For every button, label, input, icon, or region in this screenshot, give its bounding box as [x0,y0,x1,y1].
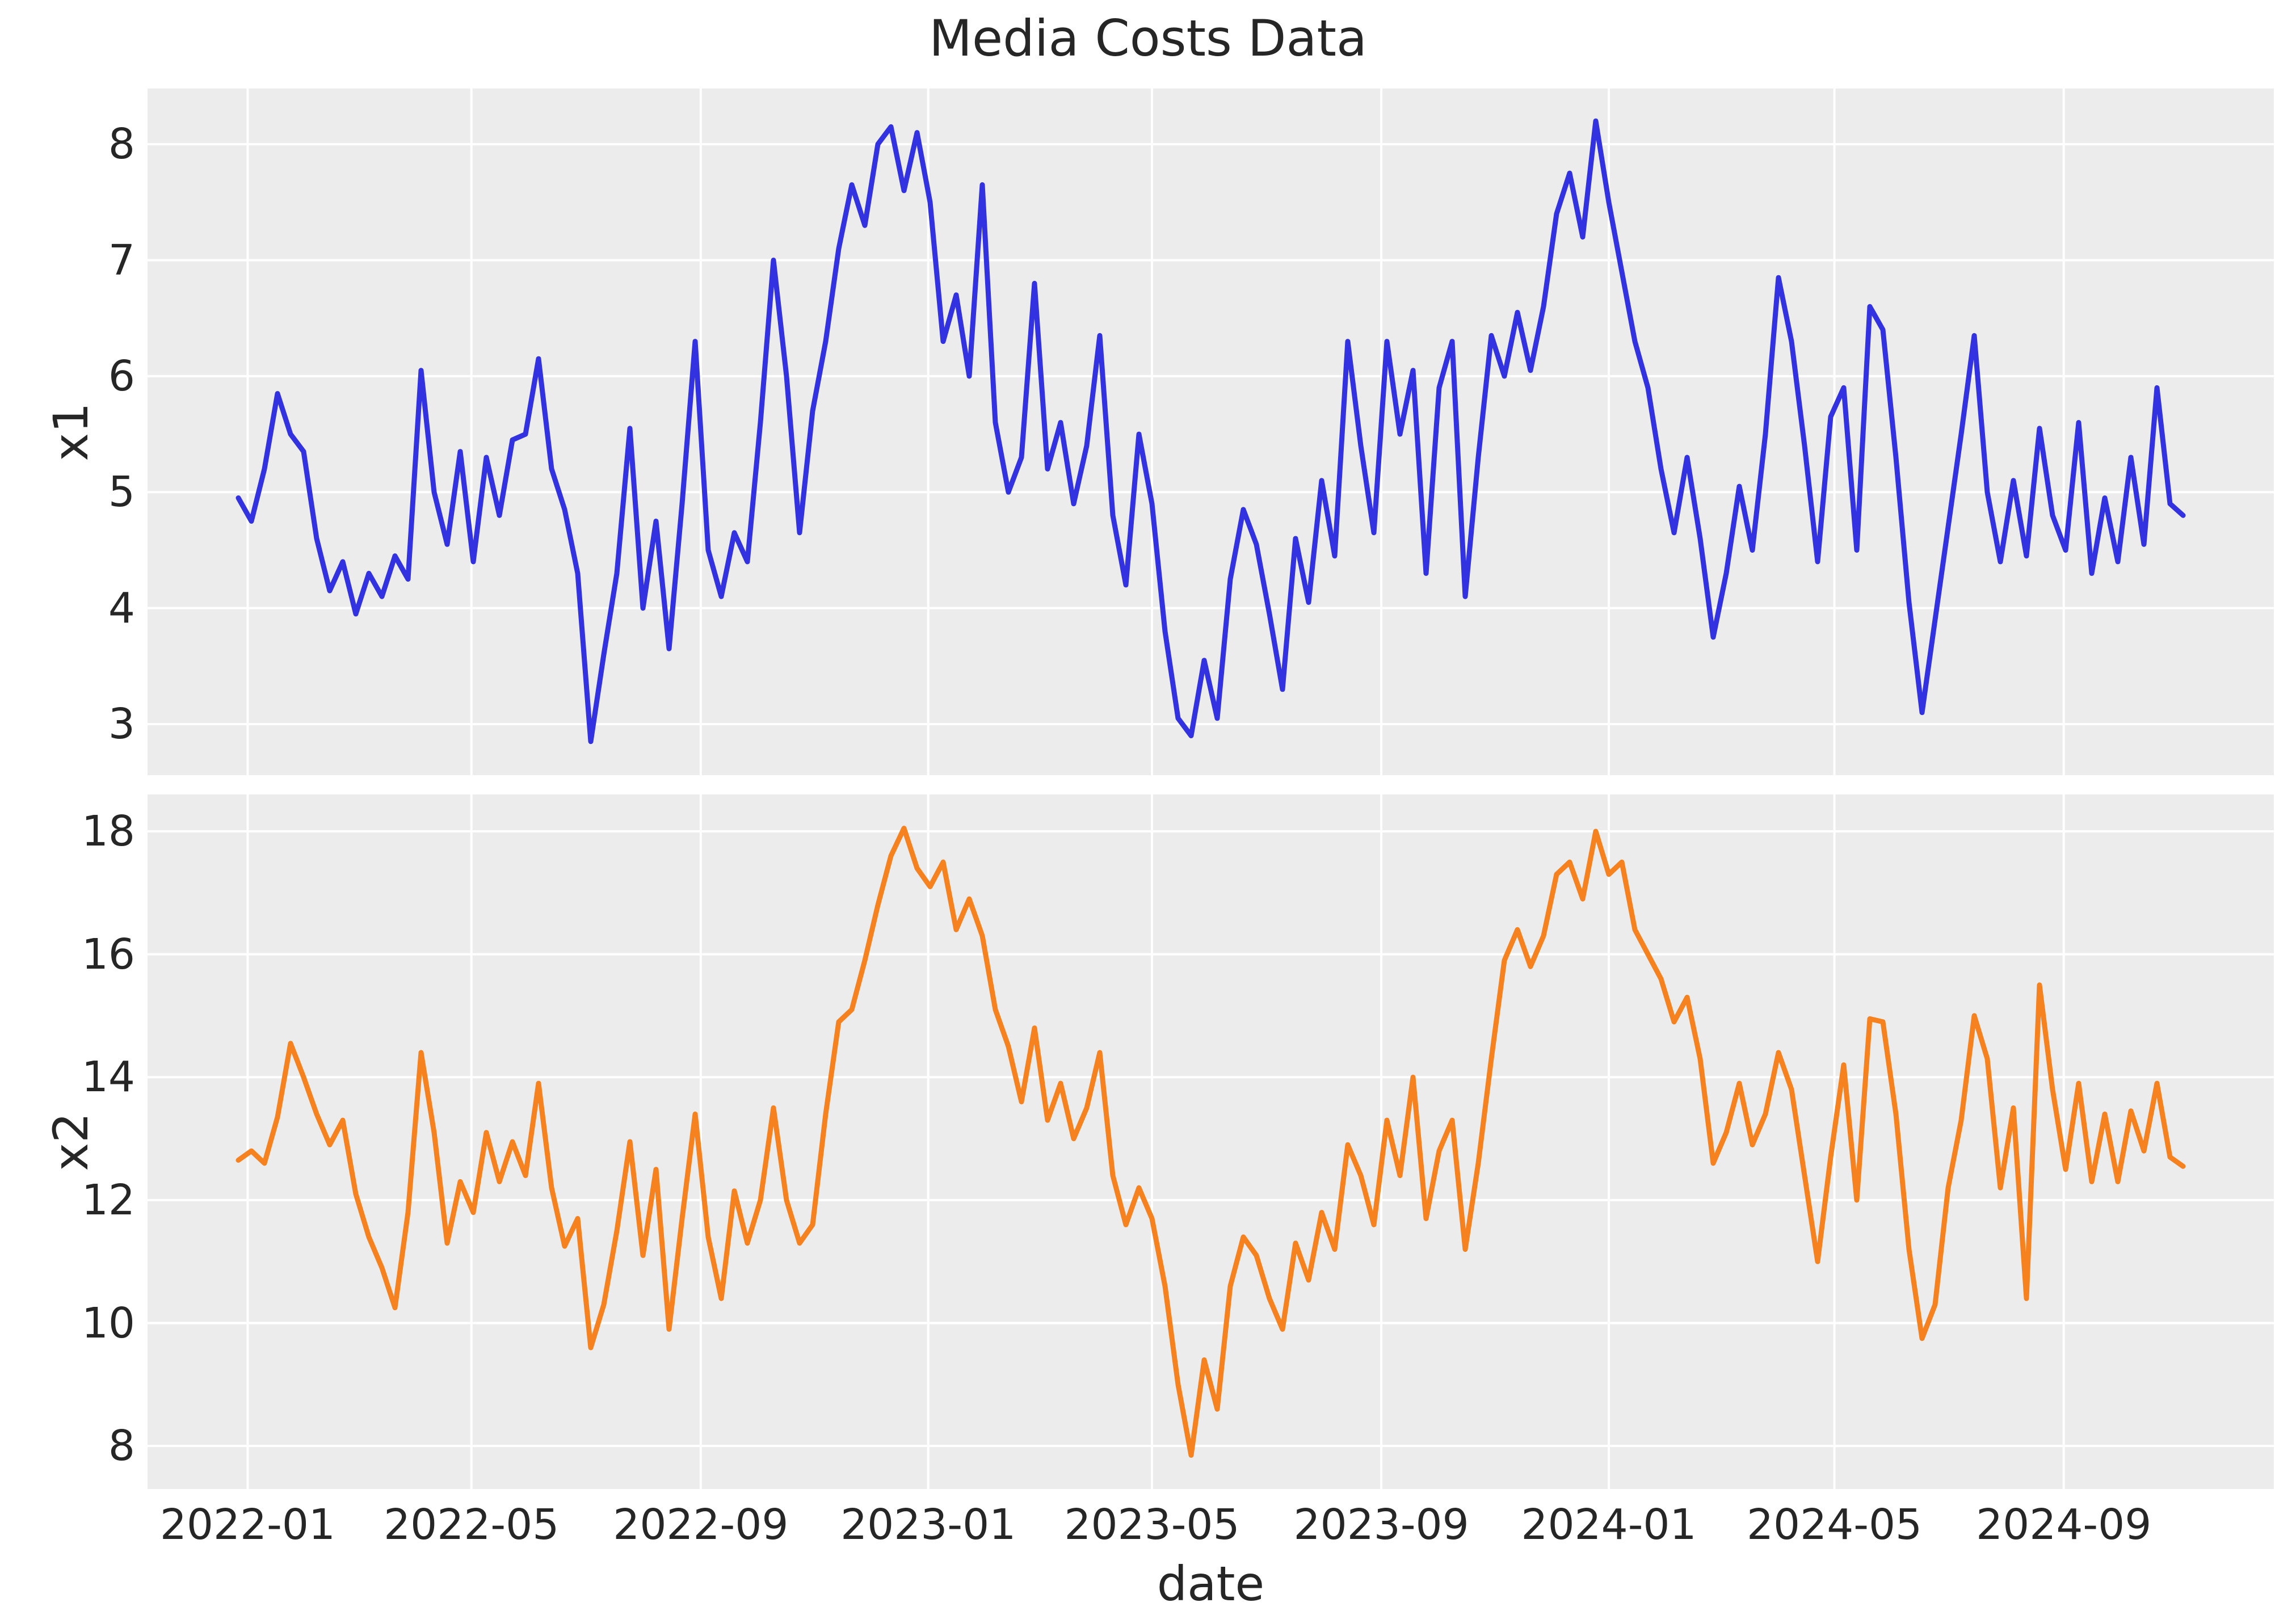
subplot-x2-canvas [148,794,2274,1489]
x-tick-label: 2023-01 [840,1500,1016,1549]
y-tick-label: 5 [108,468,135,517]
x-tick-label: 2023-09 [1293,1500,1469,1549]
x-tick-label: 2022-01 [159,1500,336,1549]
subplot-x1-axes [148,89,2274,775]
chart-title: Media Costs Data [929,9,1367,68]
y-tick-label: 7 [108,235,135,285]
x-tick-label: 2022-09 [613,1500,789,1549]
x-tick-label: 2024-09 [1976,1500,2152,1549]
y-tick-label: 16 [81,930,135,979]
x-axis-label: date [1157,1556,1265,1612]
y-tick-label: 6 [108,351,135,401]
subplot-x2-axes [148,794,2274,1489]
y-tick-label: 12 [81,1175,135,1225]
y-tick-label: 14 [81,1053,135,1102]
x-tick-label: 2023-05 [1064,1500,1240,1549]
y-axis-label-x2: x2 [43,1112,99,1171]
x-tick-label: 2024-01 [1521,1500,1697,1549]
y-tick-label: 3 [108,700,135,749]
y-tick-label: 18 [81,806,135,856]
y-tick-label: 8 [108,120,135,169]
y-tick-label: 10 [81,1298,135,1348]
y-tick-label: 8 [108,1421,135,1471]
x1-series-line [236,118,2186,745]
y-tick-label: 4 [108,583,135,633]
subplot-x1-canvas [148,89,2274,775]
x-tick-label: 2022-05 [384,1500,560,1549]
y-axis-label-x1: x1 [43,402,99,461]
x2-series-line [236,826,2186,1458]
x-tick-label: 2024-05 [1746,1500,1923,1549]
